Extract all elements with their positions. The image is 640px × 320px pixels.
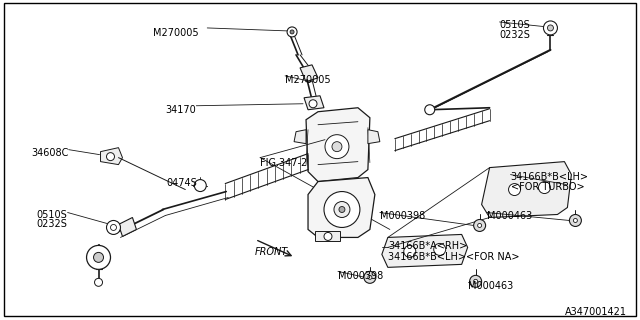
Text: M000463: M000463 <box>486 212 532 221</box>
Polygon shape <box>482 162 572 218</box>
Polygon shape <box>315 231 340 241</box>
Circle shape <box>543 21 557 35</box>
Text: 0510S: 0510S <box>37 210 68 220</box>
Text: 34166B*B<LH>: 34166B*B<LH> <box>511 172 589 181</box>
Circle shape <box>309 100 317 108</box>
Polygon shape <box>306 108 370 181</box>
Circle shape <box>364 271 376 283</box>
Text: FIG.347-2: FIG.347-2 <box>260 158 307 168</box>
Polygon shape <box>300 65 318 82</box>
Text: <FOR TURBO>: <FOR TURBO> <box>511 181 584 192</box>
Circle shape <box>573 219 577 222</box>
Text: M000463: M000463 <box>468 281 513 291</box>
Text: 34608C: 34608C <box>31 148 68 158</box>
Circle shape <box>474 279 477 283</box>
Circle shape <box>324 192 360 228</box>
Text: 34166B*B<LH><FOR NA>: 34166B*B<LH><FOR NA> <box>388 252 519 262</box>
Circle shape <box>477 223 482 228</box>
Polygon shape <box>382 235 468 268</box>
Text: M270005: M270005 <box>153 28 198 38</box>
Circle shape <box>195 180 206 192</box>
Circle shape <box>287 27 297 37</box>
Circle shape <box>570 214 581 227</box>
Text: 0510S: 0510S <box>500 20 531 30</box>
Circle shape <box>290 30 294 34</box>
Circle shape <box>106 220 120 235</box>
Circle shape <box>425 105 435 115</box>
Circle shape <box>434 244 445 255</box>
Circle shape <box>368 275 372 279</box>
Text: 0232S: 0232S <box>36 220 68 229</box>
Circle shape <box>547 25 554 31</box>
Circle shape <box>332 142 342 152</box>
Circle shape <box>106 153 115 161</box>
Circle shape <box>95 278 102 286</box>
Circle shape <box>93 252 104 262</box>
Circle shape <box>509 184 520 196</box>
Polygon shape <box>100 148 122 164</box>
Text: M270005: M270005 <box>285 75 331 85</box>
Text: 0232S: 0232S <box>500 30 531 40</box>
Text: 0474S: 0474S <box>166 178 197 188</box>
Circle shape <box>86 245 111 269</box>
Text: 34170: 34170 <box>166 105 196 115</box>
Circle shape <box>404 245 416 257</box>
Circle shape <box>474 220 486 231</box>
Circle shape <box>339 206 345 212</box>
Text: A347001421: A347001421 <box>565 307 627 317</box>
Circle shape <box>325 135 349 159</box>
Circle shape <box>470 275 482 287</box>
Polygon shape <box>294 130 306 144</box>
Circle shape <box>538 181 550 194</box>
Text: M000398: M000398 <box>338 271 383 281</box>
Polygon shape <box>368 130 380 144</box>
Polygon shape <box>118 218 136 236</box>
Polygon shape <box>304 96 324 110</box>
Text: FRONT: FRONT <box>255 247 289 257</box>
Text: 34166B*A<RH>: 34166B*A<RH> <box>388 241 467 252</box>
Circle shape <box>324 232 332 240</box>
Polygon shape <box>308 178 375 237</box>
Circle shape <box>334 202 350 218</box>
Text: M000398: M000398 <box>380 212 425 221</box>
